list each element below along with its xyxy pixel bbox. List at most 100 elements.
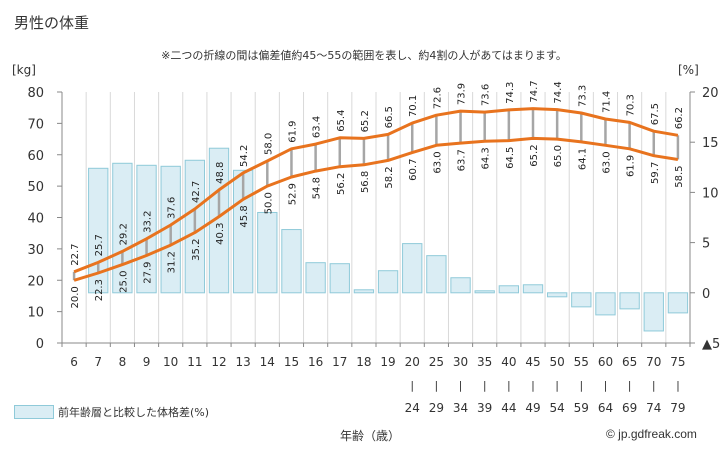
x-tick-label: 25 [429, 355, 444, 369]
series-lines [73, 107, 679, 282]
x-tick-label: 75 [670, 355, 685, 369]
bar [257, 211, 278, 294]
x-tick-label: 55 [574, 355, 589, 369]
left-tick-label: 10 [27, 306, 44, 321]
left-tick-label: 20 [27, 274, 44, 289]
upper-value-label: 25.7 [94, 234, 105, 256]
bar [426, 255, 447, 294]
left-tick-label: 30 [27, 243, 44, 258]
x-tick-label: 50 [550, 355, 565, 369]
upper-value-label: 65.2 [360, 110, 371, 132]
upper-value-label: 42.7 [191, 181, 202, 203]
lower-value-label: 64.3 [481, 147, 492, 169]
x-tick-label: 11 [187, 355, 202, 369]
lower-value-label: 35.2 [191, 239, 202, 261]
lower-value-label: 64.5 [505, 147, 516, 169]
x-tick-range-separator: | [652, 379, 656, 392]
upper-value-label: 74.7 [529, 80, 540, 102]
x-tick-range-separator: | [676, 379, 680, 392]
x-tick-label-end: 29 [429, 401, 444, 415]
x-axis-title: 年齢（歳） [340, 429, 401, 443]
x-tick-range-separator: | [410, 379, 414, 392]
lower-value-label: 56.8 [360, 171, 371, 193]
bar [522, 284, 544, 294]
upper-value-label: 73.3 [577, 85, 588, 107]
x-tick-label-end: 44 [501, 401, 516, 415]
lower-value-label: 59.7 [650, 162, 661, 184]
lower-value-label: 40.3 [215, 223, 226, 245]
bar [281, 229, 302, 294]
x-tick-label-end: 24 [405, 401, 420, 415]
bar [402, 243, 423, 294]
upper-value-label: 22.7 [70, 244, 81, 266]
lower-value-label: 54.8 [312, 177, 323, 199]
upper-value-label: 54.2 [239, 145, 250, 167]
x-tick-label: 60 [598, 355, 613, 369]
x-tick-label: 7 [94, 355, 102, 369]
upper-value-label: 66.5 [384, 106, 395, 128]
bar [474, 290, 495, 294]
x-tick-label: 45 [525, 355, 540, 369]
x-tick-label-end: 54 [550, 401, 565, 415]
chart-note: ※二つの折線の間は偏差値約45～55の範囲を表し、約4割の人があてはまります。 [161, 49, 567, 62]
x-tick-label: 20 [405, 355, 420, 369]
bar [571, 292, 592, 308]
lower-value-label: 22.3 [94, 279, 105, 301]
upper-value-label: 66.2 [674, 107, 685, 129]
x-tick-label: 18 [356, 355, 371, 369]
bar [112, 162, 133, 294]
x-tick-label-end: 39 [477, 401, 492, 415]
bar [208, 147, 230, 294]
right-tick-label: 0 [702, 287, 710, 302]
bar [136, 164, 157, 294]
right-tick-label: ▲5 [702, 337, 720, 352]
x-tick-range-separator: | [507, 379, 511, 392]
upper-value-label: 58.0 [263, 133, 274, 155]
upper-value-label: 63.4 [312, 116, 323, 138]
bar [329, 263, 350, 294]
upper-value-label: 73.9 [457, 83, 468, 105]
right-axis-unit: [%] [678, 63, 699, 77]
x-tick-label-end: 64 [598, 401, 613, 415]
lower-value-label: 50.0 [263, 192, 274, 214]
lower-value-label: 63.7 [457, 149, 468, 171]
data-labels: 22.7 25.7 29.2 33.2 37.6 42.7 48.8 54.2 58.0 61.9… [70, 80, 685, 308]
upper-value-label: 70.1 [408, 95, 419, 117]
x-tick-label-end: 49 [525, 401, 540, 415]
x-tick-range-separator: | [531, 379, 535, 392]
right-tick-label: 20 [702, 86, 719, 101]
x-tick-range-separator: | [459, 379, 463, 392]
x-tick-label-end: 74 [646, 401, 661, 415]
x-tick-range-separator: | [628, 379, 632, 392]
x-tick-label: 19 [380, 355, 395, 369]
upper-value-label: 70.3 [626, 94, 637, 116]
x-tick-label: 12 [211, 355, 226, 369]
left-tick-label: 80 [27, 86, 44, 101]
x-tick-range-separator: | [483, 379, 487, 392]
bar [377, 270, 399, 294]
lower-value-label: 25.0 [118, 271, 129, 293]
x-tick-range-separator: | [604, 379, 608, 392]
legend-label: 前年齢層と比較した体格差(%) [58, 406, 210, 419]
x-tick-label: 17 [332, 355, 347, 369]
axes: 0 10 20 30 40 50 60 70 80 ▲5 0 5 10 15 20 6 7 8 9 10 11 12 13 1… [27, 86, 720, 415]
bar [546, 292, 568, 298]
x-tick-label: 40 [501, 355, 516, 369]
bar [619, 292, 640, 310]
lower-value-label: 65.0 [553, 145, 564, 167]
lower-value-label: 20.0 [70, 286, 81, 308]
upper-value-label: 29.2 [118, 223, 129, 245]
bar [595, 292, 616, 316]
lower-value-label: 58.5 [674, 165, 685, 187]
legend-swatch-bar [14, 405, 54, 419]
upper-value-label: 73.6 [481, 84, 492, 106]
left-tick-label: 60 [27, 149, 44, 164]
x-tick-range-separator: | [555, 379, 559, 392]
chart-title: 男性の体重 [14, 14, 90, 32]
lower-value-label: 61.9 [626, 155, 637, 177]
lower-value-label: 52.9 [287, 183, 298, 205]
lower-value-label: 45.8 [239, 205, 250, 227]
lower-value-label: 56.2 [336, 173, 347, 195]
x-tick-label: 65 [622, 355, 637, 369]
